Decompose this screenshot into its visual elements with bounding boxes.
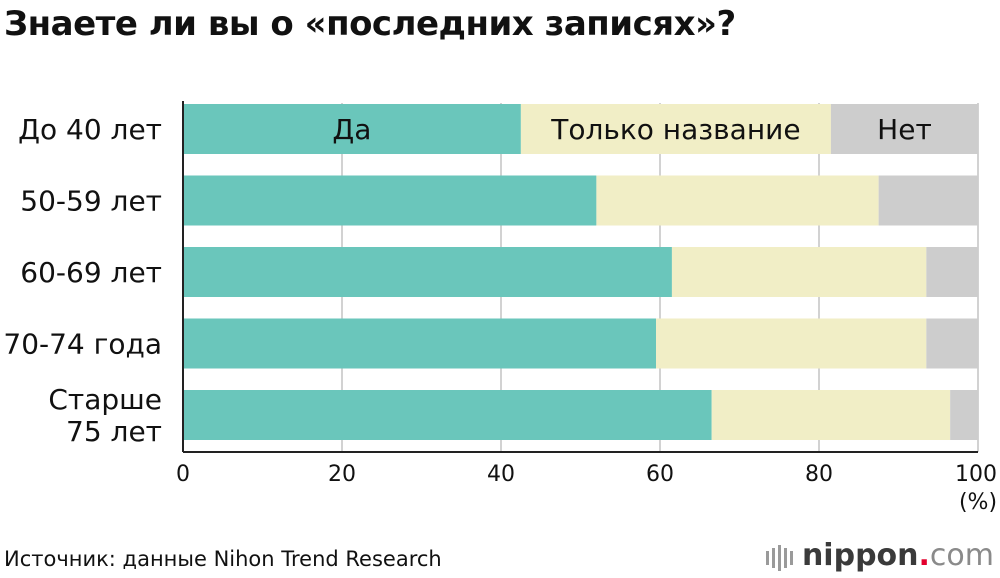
series-label: Нет: [877, 113, 932, 146]
bar-segment: [520, 104, 831, 154]
bar-segment: [830, 104, 978, 154]
x-tick-label: 0: [176, 462, 190, 487]
chart-title: Знаете ли вы о «последних записях»?: [4, 4, 736, 44]
x-tick-label: 20: [328, 462, 356, 487]
stacked-bar-chart: Да Только название Нет До 40 лет 50-59 лет 60…: [3, 101, 997, 515]
bar-segment: [183, 104, 521, 154]
bar-segment: [596, 175, 879, 226]
brand-tld: com: [929, 538, 994, 573]
brand-dot: .: [918, 538, 930, 573]
x-axis-unit: (%): [959, 490, 997, 515]
source-note: Источник: данные Nihon Trend Research: [4, 547, 442, 571]
category-label: 60-69 лет: [20, 256, 162, 289]
category-label: 50-59 лет: [20, 185, 162, 218]
category-label: Старше: [48, 383, 162, 416]
x-tick-label: 80: [805, 462, 833, 487]
bar-segment: [926, 247, 978, 297]
category-label: 70-74 года: [3, 328, 162, 361]
bar-segment: [671, 247, 927, 297]
logo-bars-icon: [765, 539, 796, 574]
x-tick-label: 40: [487, 462, 515, 487]
category-label: До 40 лет: [18, 113, 162, 146]
category-label: 75 лет: [66, 415, 162, 448]
series-label: Да: [332, 113, 371, 146]
bar-segment: [926, 318, 978, 369]
bar-segment: [183, 247, 672, 297]
bar-segment: [950, 390, 978, 440]
bar-segment: [711, 390, 951, 440]
brand-name: nippon: [801, 538, 919, 573]
nippon-logo: nippon.com: [765, 538, 994, 574]
bar-segment: [183, 318, 657, 369]
bar-segment: [656, 318, 927, 369]
bar-segment: [183, 175, 597, 226]
bar-segment: [878, 175, 978, 226]
x-tick-label: 100: [955, 462, 997, 487]
series-label: Только название: [550, 113, 800, 146]
bar-segment: [183, 390, 712, 440]
x-tick-label: 60: [646, 462, 674, 487]
